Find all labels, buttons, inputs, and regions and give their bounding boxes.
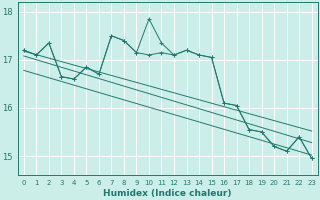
X-axis label: Humidex (Indice chaleur): Humidex (Indice chaleur) — [103, 189, 232, 198]
